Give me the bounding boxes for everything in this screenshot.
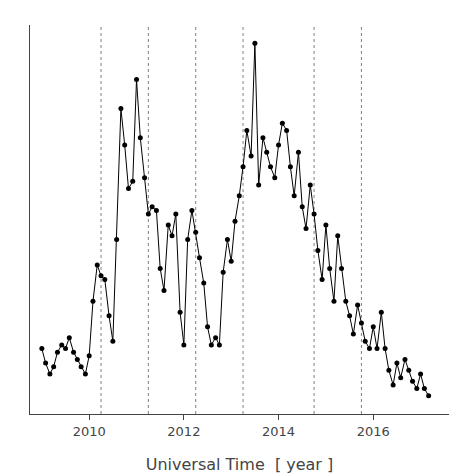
svg-text:Universal Time [ year ]: Universal Time [ year ] (146, 455, 334, 474)
svg-text:2010: 2010 (73, 424, 106, 439)
svg-text:2012: 2012 (167, 424, 200, 439)
svg-text:2016: 2016 (357, 424, 390, 439)
svg-text:2014: 2014 (262, 424, 295, 439)
